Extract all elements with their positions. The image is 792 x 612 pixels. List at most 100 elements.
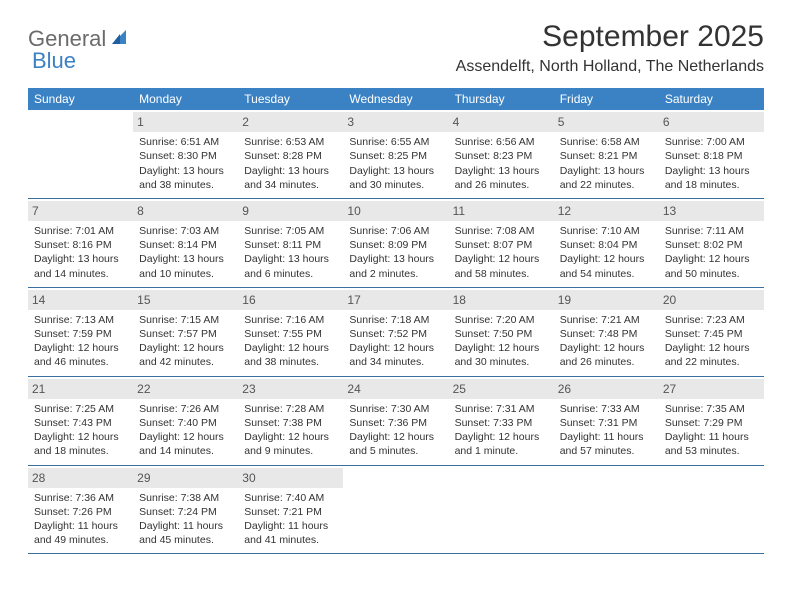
- sunrise-text: Sunrise: 7:05 AM: [244, 224, 337, 238]
- sunrise-text: Sunrise: 7:40 AM: [244, 491, 337, 505]
- sunset-text: Sunset: 7:38 PM: [244, 416, 337, 430]
- daylight-text: Daylight: 12 hours and 14 minutes.: [139, 430, 232, 458]
- daylight-text: Daylight: 13 hours and 26 minutes.: [455, 164, 548, 192]
- day-cell: 18Sunrise: 7:20 AMSunset: 7:50 PMDayligh…: [449, 288, 554, 376]
- day-cell: 22Sunrise: 7:26 AMSunset: 7:40 PMDayligh…: [133, 377, 238, 465]
- weekday-header-row: SundayMondayTuesdayWednesdayThursdayFrid…: [28, 88, 764, 110]
- sunrise-text: Sunrise: 7:16 AM: [244, 313, 337, 327]
- day-cell: 24Sunrise: 7:30 AMSunset: 7:36 PMDayligh…: [343, 377, 448, 465]
- day-cell: 1Sunrise: 6:51 AMSunset: 8:30 PMDaylight…: [133, 110, 238, 198]
- sunrise-text: Sunrise: 7:20 AM: [455, 313, 548, 327]
- title-block: September 2025 Assendelft, North Holland…: [456, 20, 764, 76]
- daylight-text: Daylight: 12 hours and 58 minutes.: [455, 252, 548, 280]
- weeks-container: 1Sunrise: 6:51 AMSunset: 8:30 PMDaylight…: [28, 110, 764, 554]
- day-cell: 7Sunrise: 7:01 AMSunset: 8:16 PMDaylight…: [28, 199, 133, 287]
- sunrise-text: Sunrise: 7:23 AM: [665, 313, 758, 327]
- daylight-text: Daylight: 13 hours and 30 minutes.: [349, 164, 442, 192]
- daylight-text: Daylight: 11 hours and 53 minutes.: [665, 430, 758, 458]
- calendar-grid: SundayMondayTuesdayWednesdayThursdayFrid…: [28, 88, 764, 554]
- sunset-text: Sunset: 7:24 PM: [139, 505, 232, 519]
- daylight-text: Daylight: 13 hours and 10 minutes.: [139, 252, 232, 280]
- sunset-text: Sunset: 7:29 PM: [665, 416, 758, 430]
- daylight-text: Daylight: 12 hours and 34 minutes.: [349, 341, 442, 369]
- sunrise-text: Sunrise: 7:35 AM: [665, 402, 758, 416]
- sunrise-text: Sunrise: 7:10 AM: [560, 224, 653, 238]
- sunset-text: Sunset: 7:57 PM: [139, 327, 232, 341]
- day-cell: 2Sunrise: 6:53 AMSunset: 8:28 PMDaylight…: [238, 110, 343, 198]
- weekday-header-cell: Saturday: [659, 88, 764, 110]
- day-number: 25: [449, 379, 554, 399]
- sunrise-text: Sunrise: 7:31 AM: [455, 402, 548, 416]
- sunset-text: Sunset: 7:52 PM: [349, 327, 442, 341]
- sunset-text: Sunset: 7:55 PM: [244, 327, 337, 341]
- sunset-text: Sunset: 8:14 PM: [139, 238, 232, 252]
- daylight-text: Daylight: 11 hours and 49 minutes.: [34, 519, 127, 547]
- sunrise-text: Sunrise: 7:38 AM: [139, 491, 232, 505]
- day-cell: 23Sunrise: 7:28 AMSunset: 7:38 PMDayligh…: [238, 377, 343, 465]
- sunrise-text: Sunrise: 7:00 AM: [665, 135, 758, 149]
- day-cell: 29Sunrise: 7:38 AMSunset: 7:24 PMDayligh…: [133, 466, 238, 554]
- daylight-text: Daylight: 12 hours and 46 minutes.: [34, 341, 127, 369]
- sunset-text: Sunset: 8:11 PM: [244, 238, 337, 252]
- day-cell: 25Sunrise: 7:31 AMSunset: 7:33 PMDayligh…: [449, 377, 554, 465]
- sunset-text: Sunset: 7:33 PM: [455, 416, 548, 430]
- sunrise-text: Sunrise: 6:51 AM: [139, 135, 232, 149]
- week-row: 21Sunrise: 7:25 AMSunset: 7:43 PMDayligh…: [28, 377, 764, 466]
- logo-text-2: Blue: [32, 48, 76, 74]
- daylight-text: Daylight: 12 hours and 30 minutes.: [455, 341, 548, 369]
- sunrise-text: Sunrise: 7:03 AM: [139, 224, 232, 238]
- day-cell: 3Sunrise: 6:55 AMSunset: 8:25 PMDaylight…: [343, 110, 448, 198]
- sunset-text: Sunset: 8:09 PM: [349, 238, 442, 252]
- week-row: 28Sunrise: 7:36 AMSunset: 7:26 PMDayligh…: [28, 466, 764, 555]
- day-cell: 21Sunrise: 7:25 AMSunset: 7:43 PMDayligh…: [28, 377, 133, 465]
- sunrise-text: Sunrise: 7:06 AM: [349, 224, 442, 238]
- sunrise-text: Sunrise: 7:11 AM: [665, 224, 758, 238]
- day-number: 14: [28, 290, 133, 310]
- day-cell: 4Sunrise: 6:56 AMSunset: 8:23 PMDaylight…: [449, 110, 554, 198]
- location-text: Assendelft, North Holland, The Netherlan…: [456, 58, 764, 76]
- day-cell: 28Sunrise: 7:36 AMSunset: 7:26 PMDayligh…: [28, 466, 133, 554]
- sunset-text: Sunset: 7:45 PM: [665, 327, 758, 341]
- day-number: 15: [133, 290, 238, 310]
- sunrise-text: Sunrise: 7:01 AM: [34, 224, 127, 238]
- day-number: 12: [554, 201, 659, 221]
- day-number: 11: [449, 201, 554, 221]
- sunrise-text: Sunrise: 6:56 AM: [455, 135, 548, 149]
- day-cell: 19Sunrise: 7:21 AMSunset: 7:48 PMDayligh…: [554, 288, 659, 376]
- daylight-text: Daylight: 13 hours and 38 minutes.: [139, 164, 232, 192]
- logo-sail-icon: [110, 26, 128, 52]
- day-number: 16: [238, 290, 343, 310]
- sunset-text: Sunset: 7:48 PM: [560, 327, 653, 341]
- day-cell: 10Sunrise: 7:06 AMSunset: 8:09 PMDayligh…: [343, 199, 448, 287]
- day-number: 22: [133, 379, 238, 399]
- sunset-text: Sunset: 7:21 PM: [244, 505, 337, 519]
- day-cell: 13Sunrise: 7:11 AMSunset: 8:02 PMDayligh…: [659, 199, 764, 287]
- day-number: 28: [28, 468, 133, 488]
- weekday-header-cell: Tuesday: [238, 88, 343, 110]
- weekday-header-cell: Wednesday: [343, 88, 448, 110]
- sunrise-text: Sunrise: 7:36 AM: [34, 491, 127, 505]
- sunset-text: Sunset: 8:04 PM: [560, 238, 653, 252]
- day-cell: 9Sunrise: 7:05 AMSunset: 8:11 PMDaylight…: [238, 199, 343, 287]
- daylight-text: Daylight: 13 hours and 34 minutes.: [244, 164, 337, 192]
- day-cell: 27Sunrise: 7:35 AMSunset: 7:29 PMDayligh…: [659, 377, 764, 465]
- sunset-text: Sunset: 7:36 PM: [349, 416, 442, 430]
- daylight-text: Daylight: 13 hours and 18 minutes.: [665, 164, 758, 192]
- sunrise-text: Sunrise: 7:28 AM: [244, 402, 337, 416]
- sunrise-text: Sunrise: 6:55 AM: [349, 135, 442, 149]
- weekday-header-cell: Thursday: [449, 88, 554, 110]
- day-number: 4: [449, 112, 554, 132]
- week-row: 14Sunrise: 7:13 AMSunset: 7:59 PMDayligh…: [28, 288, 764, 377]
- daylight-text: Daylight: 12 hours and 22 minutes.: [665, 341, 758, 369]
- day-number: 3: [343, 112, 448, 132]
- sunrise-text: Sunrise: 7:30 AM: [349, 402, 442, 416]
- sunrise-text: Sunrise: 7:18 AM: [349, 313, 442, 327]
- day-cell: 16Sunrise: 7:16 AMSunset: 7:55 PMDayligh…: [238, 288, 343, 376]
- sunset-text: Sunset: 8:28 PM: [244, 149, 337, 163]
- day-number: 2: [238, 112, 343, 132]
- daylight-text: Daylight: 11 hours and 57 minutes.: [560, 430, 653, 458]
- sunrise-text: Sunrise: 6:58 AM: [560, 135, 653, 149]
- sunset-text: Sunset: 7:50 PM: [455, 327, 548, 341]
- day-number: 6: [659, 112, 764, 132]
- day-cell: 26Sunrise: 7:33 AMSunset: 7:31 PMDayligh…: [554, 377, 659, 465]
